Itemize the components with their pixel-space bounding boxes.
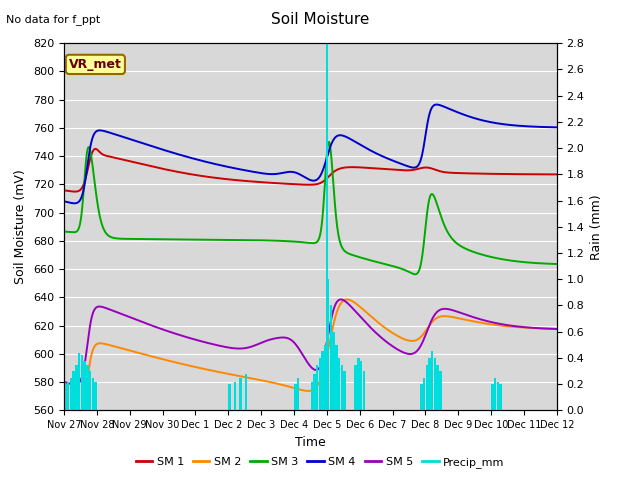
Bar — [497, 382, 499, 410]
Bar — [81, 355, 83, 410]
Bar — [316, 364, 319, 410]
Bar — [297, 378, 300, 410]
Text: No data for f_ppt: No data for f_ppt — [6, 14, 100, 25]
Bar — [428, 358, 431, 410]
Bar — [357, 358, 360, 410]
Bar — [332, 332, 335, 410]
Bar — [64, 384, 67, 410]
Bar — [310, 382, 313, 410]
Bar — [499, 384, 502, 410]
Bar — [89, 371, 92, 410]
Bar — [86, 364, 88, 410]
Bar — [75, 364, 77, 410]
Bar — [326, 43, 328, 410]
Bar — [360, 360, 362, 410]
Bar — [83, 360, 86, 410]
Bar — [423, 378, 425, 410]
Bar — [228, 384, 231, 410]
Bar — [78, 353, 80, 410]
Bar — [94, 382, 97, 410]
Bar — [245, 373, 247, 410]
Bar — [239, 378, 242, 410]
Bar — [426, 364, 428, 410]
Bar — [313, 373, 316, 410]
Bar — [294, 384, 296, 410]
Bar — [319, 358, 321, 410]
Bar — [362, 371, 365, 410]
Bar — [355, 364, 357, 410]
Bar — [344, 371, 346, 410]
Bar — [330, 305, 332, 410]
Bar — [92, 378, 94, 410]
Bar — [436, 364, 439, 410]
Y-axis label: Soil Moisture (mV): Soil Moisture (mV) — [15, 169, 28, 284]
Bar — [234, 382, 236, 410]
Text: Soil Moisture: Soil Moisture — [271, 12, 369, 27]
X-axis label: Time: Time — [295, 436, 326, 449]
Bar — [434, 358, 436, 410]
Bar — [324, 345, 326, 410]
Bar — [321, 351, 324, 410]
Bar — [72, 371, 75, 410]
Bar — [70, 378, 72, 410]
Bar — [338, 358, 340, 410]
Bar — [420, 384, 422, 410]
Bar — [340, 364, 343, 410]
Bar — [327, 279, 330, 410]
Bar — [494, 378, 497, 410]
Legend: SM 1, SM 2, SM 3, SM 4, SM 5, Precip_mm: SM 1, SM 2, SM 3, SM 4, SM 5, Precip_mm — [131, 452, 509, 472]
Bar — [431, 351, 433, 410]
Y-axis label: Rain (mm): Rain (mm) — [590, 194, 603, 260]
Bar — [335, 345, 338, 410]
Bar — [67, 382, 69, 410]
Text: VR_met: VR_met — [69, 58, 122, 71]
Bar — [492, 384, 493, 410]
Bar — [439, 371, 442, 410]
